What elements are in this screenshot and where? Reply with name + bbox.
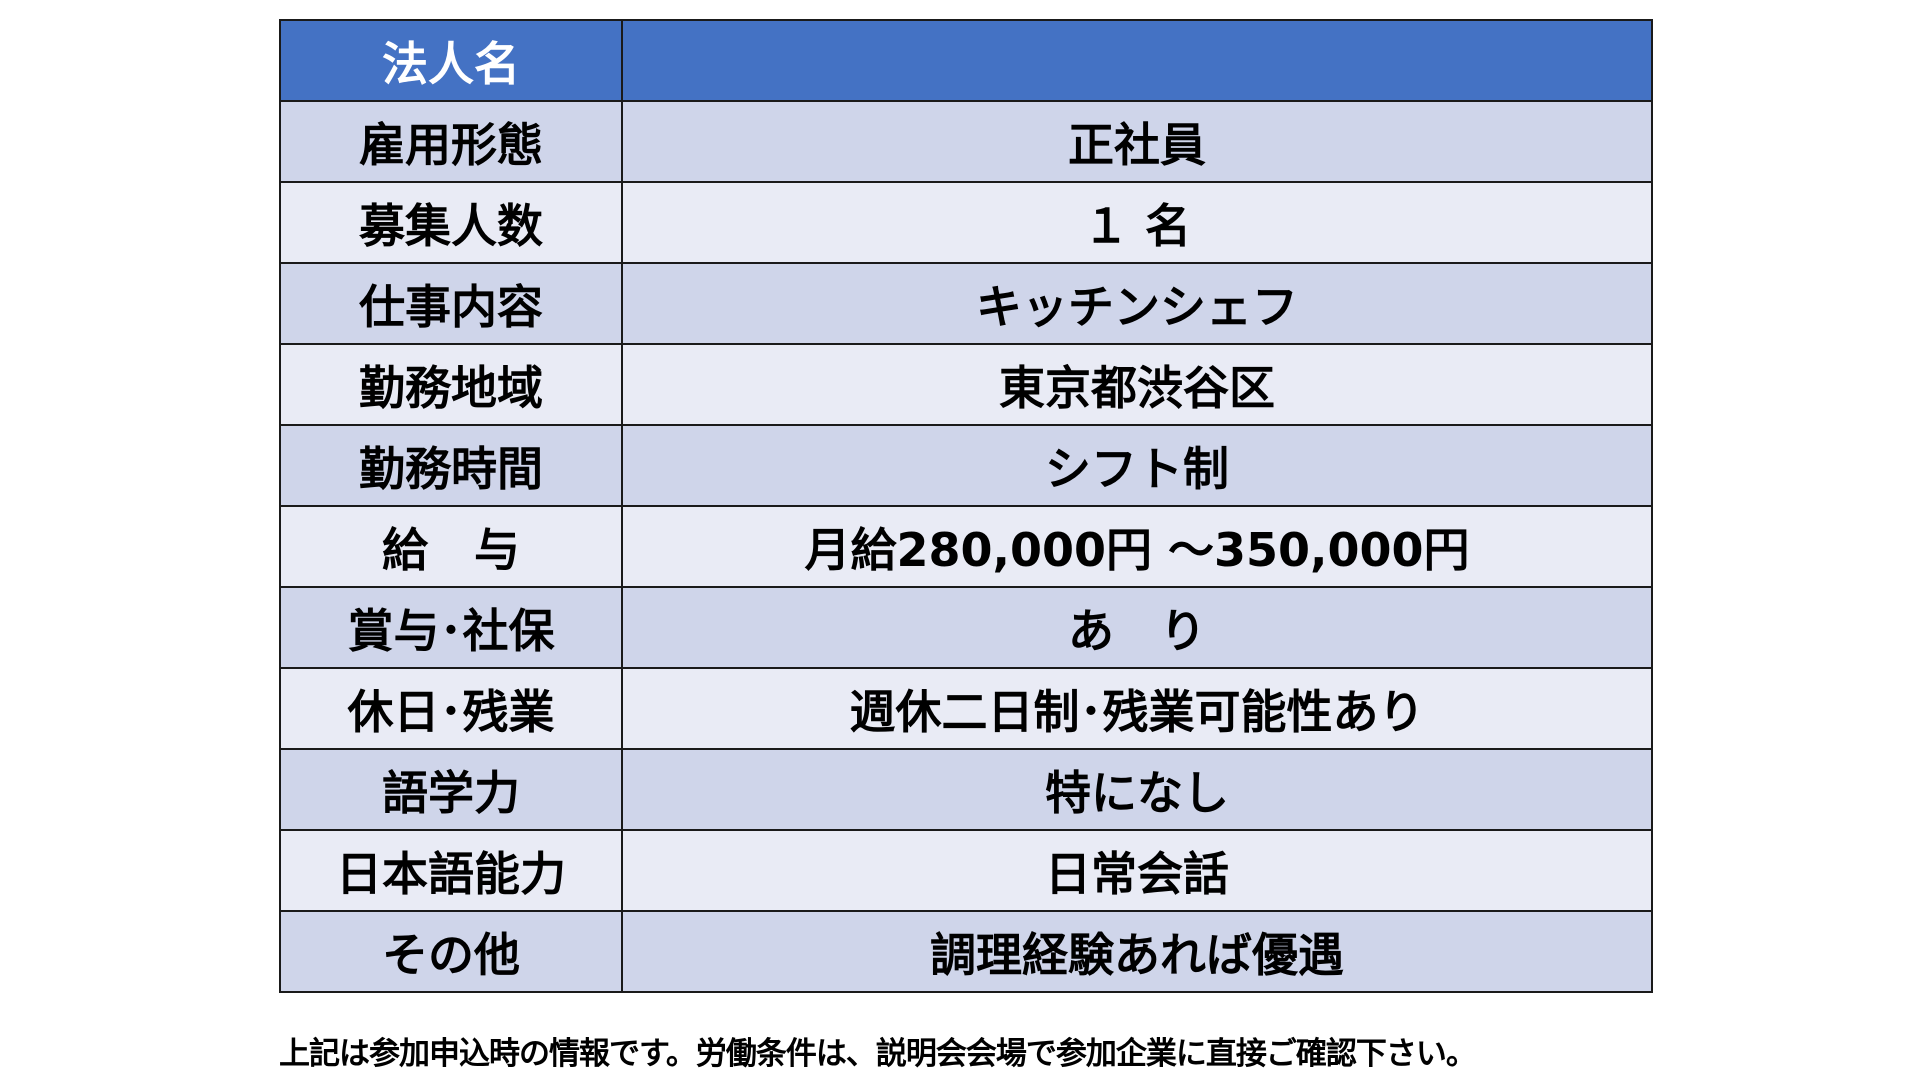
row-label: 勤務時間 (279, 424, 623, 507)
row-label: 語学力 (279, 748, 623, 831)
row-label: 勤務地域 (279, 343, 623, 426)
company-name-value (621, 19, 1653, 102)
row-label: 募集人数 (279, 181, 623, 264)
row-label: 日本語能力 (279, 829, 623, 912)
job-info-table: 法人名 雇用形態 正社員 募集人数 １ 名仕事内容 キッチンシェフ 勤務地域 東京都渋谷区勤… (279, 19, 1653, 993)
row-label: 仕事内容 (279, 262, 623, 345)
footnote: 上記は参加申込時の情報です。労働条件は、説明会会場で参加企業に直接ご確認下さい。 (279, 1036, 1477, 1072)
row-label: 賞与･社保 (279, 586, 623, 669)
row-value: 調理経験あれば優遇 (621, 910, 1653, 993)
table-row: その他 調理経験あれば優遇 (279, 910, 1653, 993)
table-row: 雇用形態 正社員 (279, 100, 1653, 183)
row-value: 月給280,000円 ～350,000円 (621, 505, 1653, 588)
table-row: 募集人数 １ 名 (279, 181, 1653, 264)
row-value: 特になし (621, 748, 1653, 831)
table-row: 賞与･社保あ り (279, 586, 1653, 669)
row-value: 週休二日制･残業可能性あり (621, 667, 1653, 750)
row-value: １ 名 (621, 181, 1653, 264)
row-label: 休日･残業 (279, 667, 623, 750)
table-header-row: 法人名 (279, 19, 1653, 102)
row-value: キッチンシェフ (621, 262, 1653, 345)
row-value: あ り (621, 586, 1653, 669)
table-row: 仕事内容 キッチンシェフ (279, 262, 1653, 345)
table-row: 勤務時間 シフト制 (279, 424, 1653, 507)
table-row: 日本語能力 日常会話 (279, 829, 1653, 912)
table-row: 給 与月給280,000円 ～350,000円 (279, 505, 1653, 588)
row-value: 正社員 (621, 100, 1653, 183)
row-label: その他 (279, 910, 623, 993)
table-row: 休日･残業 週休二日制･残業可能性あり (279, 667, 1653, 750)
row-value: 日常会話 (621, 829, 1653, 912)
table-row: 語学力 特になし (279, 748, 1653, 831)
row-label: 雇用形態 (279, 100, 623, 183)
row-label: 給 与 (279, 505, 623, 588)
table-row: 勤務地域 東京都渋谷区 (279, 343, 1653, 426)
company-name-label: 法人名 (279, 19, 623, 102)
row-value: シフト制 (621, 424, 1653, 507)
row-value: 東京都渋谷区 (621, 343, 1653, 426)
